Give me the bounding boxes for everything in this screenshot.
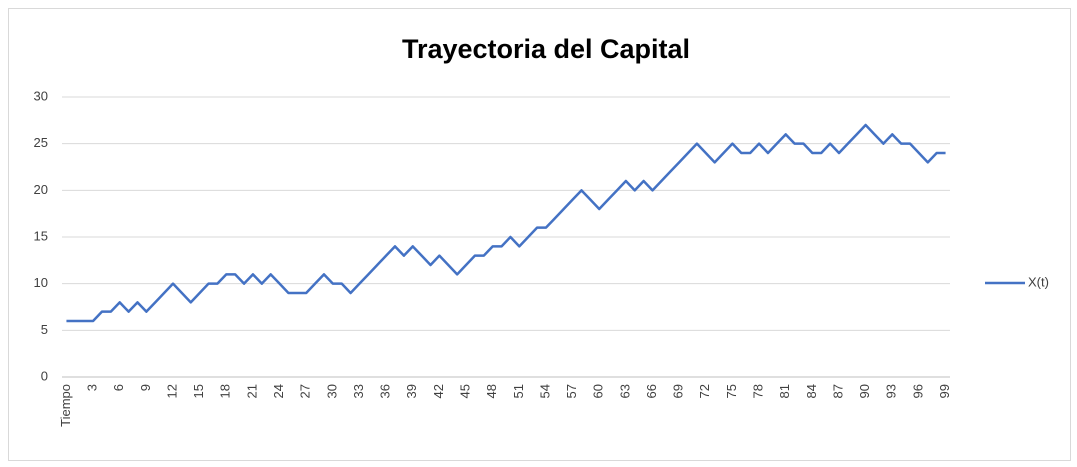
x-tick-label: 66 <box>644 384 659 398</box>
x-tick-label: 21 <box>244 384 259 398</box>
x-tick-label: 3 <box>85 384 100 391</box>
x-tick-label: 78 <box>751 384 766 398</box>
x-tick-label: 84 <box>804 384 819 398</box>
x-tick-label: 54 <box>537 384 552 398</box>
x-tick-label: 69 <box>671 384 686 398</box>
x-tick-label: 27 <box>298 384 313 398</box>
x-tick-label: 63 <box>617 384 632 398</box>
x-tick-label: 6 <box>111 384 126 391</box>
x-tick-label: 75 <box>724 384 739 398</box>
y-tick-label: 30 <box>34 88 48 103</box>
x-tick-label: 81 <box>777 384 792 398</box>
x-tick-label: Tiempo <box>58 384 73 427</box>
x-tick-label: 57 <box>564 384 579 398</box>
x-tick-label: 24 <box>271 384 286 398</box>
x-tick-label: 39 <box>404 384 419 398</box>
y-tick-label: 20 <box>34 182 48 197</box>
y-tick-label: 10 <box>34 275 48 290</box>
x-tick-label: 90 <box>857 384 872 398</box>
x-tick-label: 48 <box>484 384 499 398</box>
chart-title: Trayectoria del Capital <box>402 34 690 64</box>
x-tick-label: 93 <box>884 384 899 398</box>
x-tick-label: 99 <box>937 384 952 398</box>
x-tick-label: 45 <box>457 384 472 398</box>
x-tick-label: 18 <box>218 384 233 398</box>
x-tick-label: 51 <box>511 384 526 398</box>
series-line <box>66 123 946 323</box>
x-tick-label: 9 <box>138 384 153 391</box>
y-tick-label: 15 <box>34 228 48 243</box>
x-tick-label: 15 <box>191 384 206 398</box>
x-tick-label: 36 <box>378 384 393 398</box>
x-tick-label: 72 <box>697 384 712 398</box>
x-tick-label: 60 <box>591 384 606 398</box>
x-tick-label: 42 <box>431 384 446 398</box>
y-tick-label: 25 <box>34 135 48 150</box>
y-tick-label: 0 <box>41 368 48 383</box>
x-tick-label: 12 <box>164 384 179 398</box>
x-tick-label: 87 <box>830 384 845 398</box>
chart-frame <box>8 8 1071 461</box>
x-tick-label: 30 <box>324 384 339 398</box>
y-tick-label: 5 <box>41 322 48 337</box>
legend-label: X(t) <box>1028 274 1049 289</box>
x-tick-label: 96 <box>910 384 925 398</box>
x-tick-label: 33 <box>351 384 366 398</box>
